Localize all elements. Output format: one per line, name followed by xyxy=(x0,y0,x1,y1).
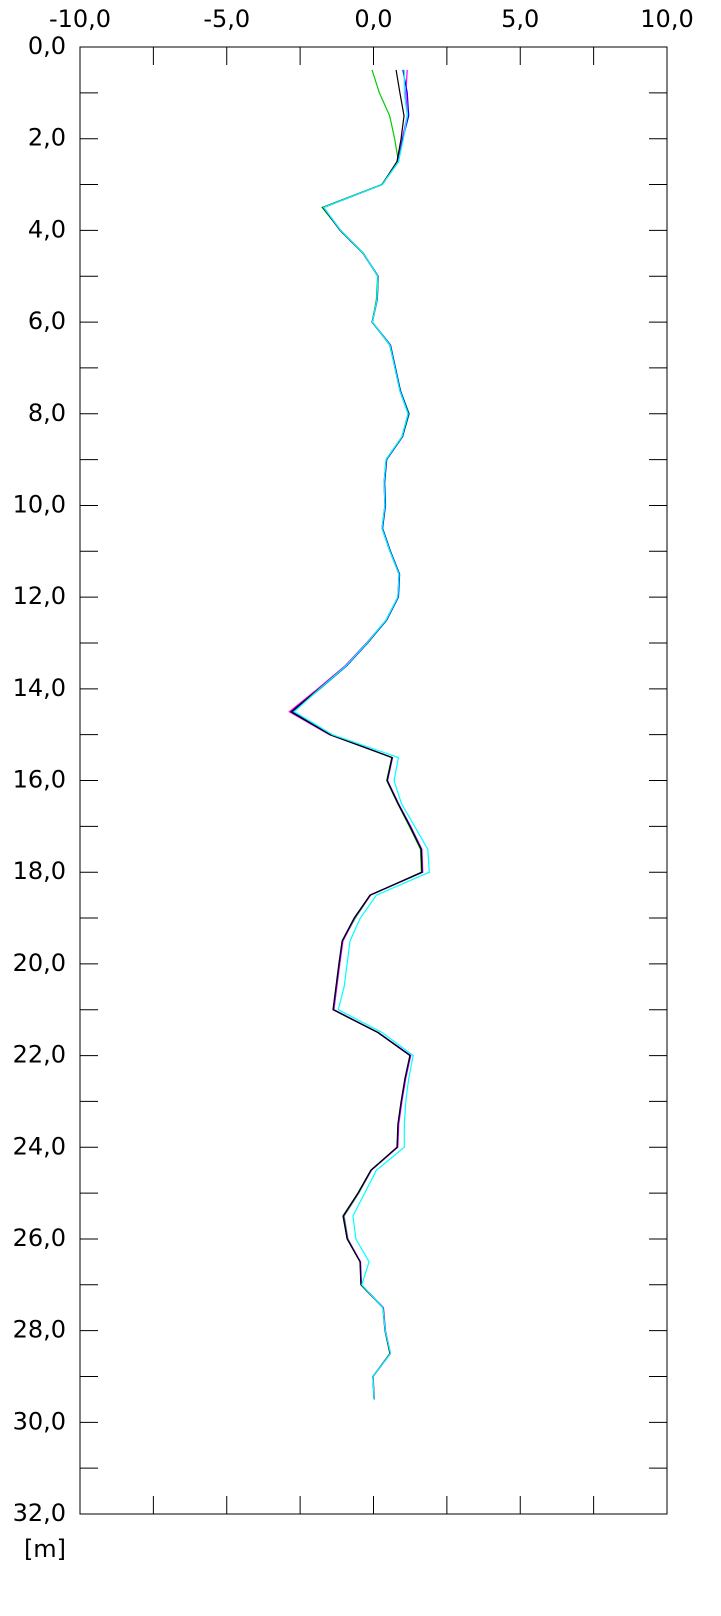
x-tick-label: 0,0 xyxy=(354,5,392,33)
y-tick-label: 4,0 xyxy=(28,215,66,243)
y-tick-label: 20,0 xyxy=(13,949,66,977)
y-tick-label: 22,0 xyxy=(13,1041,66,1069)
plot-frame xyxy=(79,46,668,1515)
y-tick-label: 16,0 xyxy=(13,766,66,794)
x-tick-label: -5,0 xyxy=(203,5,250,33)
series-line xyxy=(293,69,430,1400)
y-tick-label: 14,0 xyxy=(13,674,66,702)
y-tick-label: 2,0 xyxy=(28,124,66,152)
y-tick-label: 24,0 xyxy=(13,1132,66,1160)
series-line xyxy=(289,69,423,1400)
series-line xyxy=(288,69,424,1400)
y-tick-label: 32,0 xyxy=(13,1499,66,1527)
series-line xyxy=(291,69,422,1400)
y-tick-label: 10,0 xyxy=(13,490,66,518)
y-axis-label: [m] xyxy=(24,1535,66,1563)
x-tick-label: 5,0 xyxy=(501,5,539,33)
y-tick-label: 6,0 xyxy=(28,307,66,335)
y-tick-label: 12,0 xyxy=(13,582,66,610)
y-tick-label: 0,0 xyxy=(28,32,66,60)
y-tick-label: 28,0 xyxy=(13,1316,66,1344)
y-tick-label: 18,0 xyxy=(13,857,66,885)
y-tick-label: 8,0 xyxy=(28,399,66,427)
series-line xyxy=(290,69,423,1400)
x-tick-label: -10,0 xyxy=(49,5,111,33)
y-tick-label: 30,0 xyxy=(13,1407,66,1435)
y-tick-label: 26,0 xyxy=(13,1224,66,1252)
x-tick-label: 10,0 xyxy=(640,5,693,33)
